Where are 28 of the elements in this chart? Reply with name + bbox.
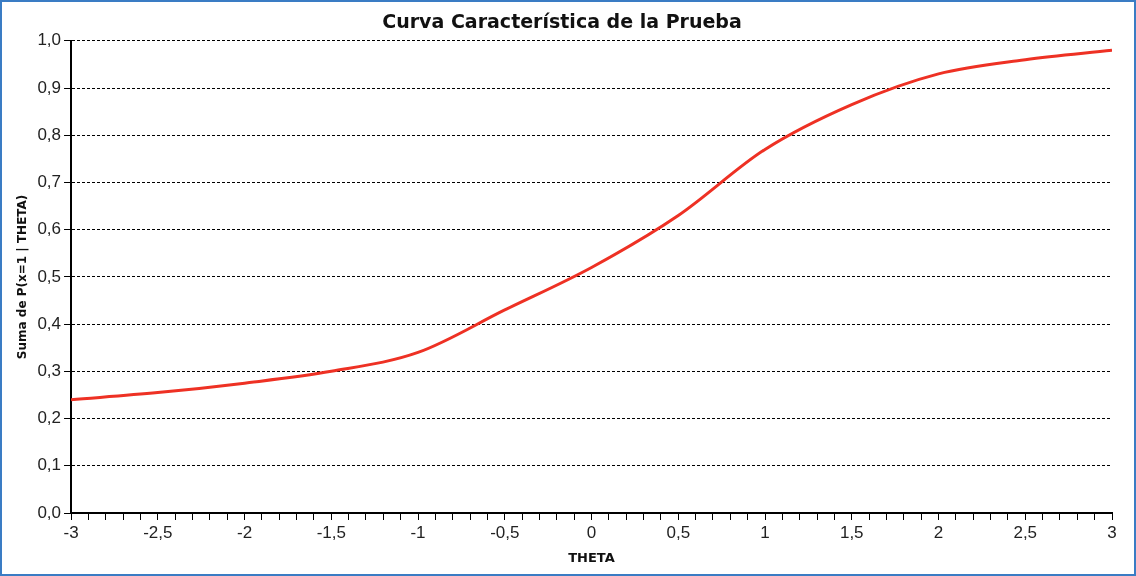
y-axis-title: Suma de P(x=1 | THETA) bbox=[15, 194, 30, 360]
x-tick-label: -0,5 bbox=[490, 522, 520, 542]
line-series bbox=[71, 48, 1112, 402]
y-tick-label: 0,9 bbox=[37, 77, 62, 97]
y-tick-label: 1,0 bbox=[37, 30, 62, 50]
y-tick-label: 0,3 bbox=[37, 361, 62, 381]
x-tick-label: 0,5 bbox=[666, 522, 691, 542]
y-tick-label: 0,4 bbox=[37, 313, 62, 333]
y-tick-label: 0,6 bbox=[37, 219, 62, 239]
x-tick-label: 2 bbox=[933, 522, 944, 542]
x-tick-label: 3 bbox=[1107, 522, 1117, 542]
y-tick-label: 0,0 bbox=[37, 502, 62, 522]
x-tick-label: -2 bbox=[236, 522, 253, 542]
y-tick-label: 0,7 bbox=[37, 172, 62, 192]
y-tick-label: 0,1 bbox=[37, 455, 62, 475]
x-tick-label: -3 bbox=[63, 522, 79, 542]
x-tick-label: 2,5 bbox=[1013, 522, 1038, 542]
x-axis-title: THETA bbox=[568, 549, 615, 565]
x-tick-label: -1 bbox=[410, 522, 426, 542]
chart-title: Curva Característica de la Prueba bbox=[382, 10, 742, 33]
x-tick-label: -2,5 bbox=[143, 522, 173, 542]
x-tick-label: -1,5 bbox=[316, 522, 346, 542]
x-tick-label: 0 bbox=[586, 522, 597, 542]
x-tick-label: 1,5 bbox=[839, 522, 864, 542]
y-tick-label: 0,2 bbox=[37, 408, 62, 428]
x-tick-label: 1 bbox=[760, 522, 770, 542]
y-tick-label: 0,5 bbox=[37, 266, 62, 286]
y-tick-label: 0,8 bbox=[37, 124, 62, 144]
